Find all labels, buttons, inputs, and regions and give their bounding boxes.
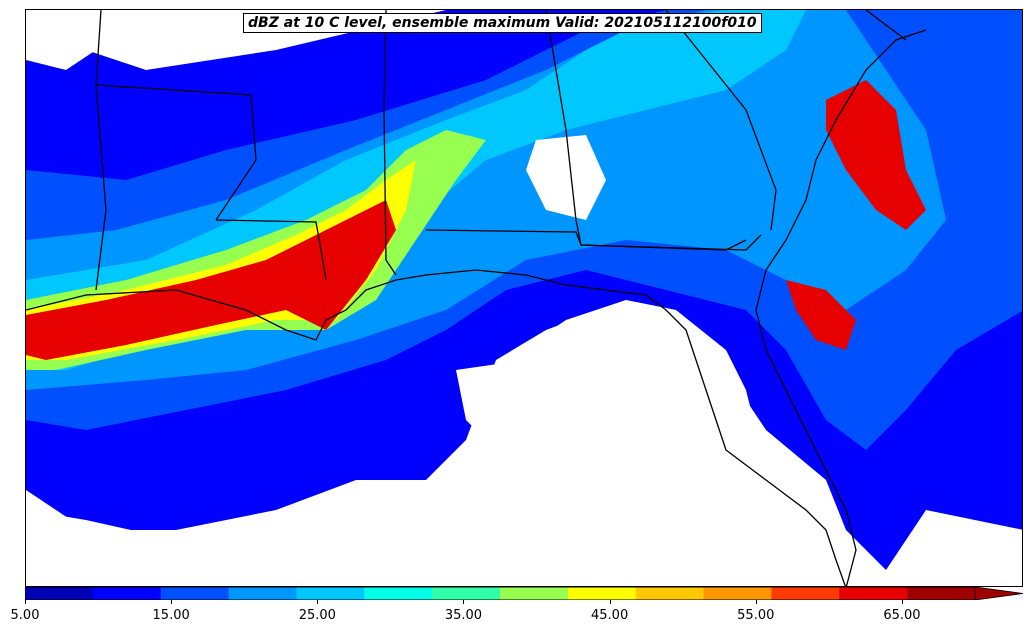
colorbar-tick-label: 65.00	[883, 608, 921, 623]
state-line-la-ms	[215, 219, 327, 281]
colorbar-segment	[703, 587, 772, 600]
colorbar-segment	[25, 587, 94, 600]
colorbar-extend-arrow	[974, 587, 1023, 600]
colorbar-segment	[635, 587, 705, 600]
state-line-sc-nc	[865, 10, 907, 41]
colorbar-segment	[296, 587, 365, 600]
convective-core-red	[26, 200, 396, 360]
colorbar-tick-mark	[317, 600, 319, 604]
gulf-coastline	[26, 269, 846, 586]
colorbar-tick-mark	[463, 600, 465, 604]
map-title: dBZ at 10 C level, ensemble maximum Vali…	[243, 13, 762, 33]
state-line-ga-fl	[580, 234, 762, 251]
colorbar-segment	[771, 587, 840, 600]
colorbar-tick-label: 5.00	[10, 608, 40, 623]
colorbar-tick-label: 55.00	[737, 608, 775, 623]
colorbar-segment	[567, 587, 637, 600]
colorbar-tick-mark	[171, 600, 173, 604]
state-line-ga-sc	[665, 10, 777, 231]
colorbar-segment	[432, 587, 501, 600]
state-line-ms-al	[383, 10, 397, 276]
atlantic-coastline	[755, 29, 927, 586]
colorbar-segment	[228, 587, 297, 600]
reflectivity-map	[26, 10, 1022, 586]
colorbar-tick-mark	[609, 600, 611, 604]
colorbar-tick-mark	[25, 600, 26, 604]
colorbar-tick-mark	[755, 600, 757, 604]
colorbar-tick-label: 45.00	[591, 608, 629, 623]
colorbar-tick-label: 25.00	[298, 608, 336, 623]
geographic-boundaries	[26, 10, 927, 586]
dry-area-inland	[526, 135, 606, 220]
state-line-tx-la	[95, 10, 107, 291]
colorbar-segment	[907, 587, 976, 600]
dry-area-northwest	[26, 10, 96, 70]
colorbar-segment	[92, 587, 162, 600]
colorbar-segment	[839, 587, 908, 600]
map-panel	[25, 9, 1023, 587]
convective-cells-florida	[786, 280, 856, 350]
colorbar-tick-label: 15.00	[152, 608, 190, 623]
colorbar-tick-label: 35.00	[444, 608, 483, 623]
colorbar-segment	[160, 587, 230, 600]
colorbar-segment	[364, 587, 433, 600]
convective-core-east	[826, 80, 926, 230]
dry-area-florida	[486, 300, 845, 586]
reflectivity-field	[26, 10, 1022, 586]
colorbar-segment	[500, 587, 569, 600]
dry-area-gulf	[456, 360, 566, 450]
dry-area-southwest	[26, 510, 456, 586]
state-line-north	[95, 84, 252, 96]
colorbar	[25, 587, 1023, 600]
colorbar-tick-mark	[901, 600, 903, 604]
state-line-ar-la	[215, 94, 257, 221]
state-line-al-ga	[545, 10, 582, 246]
